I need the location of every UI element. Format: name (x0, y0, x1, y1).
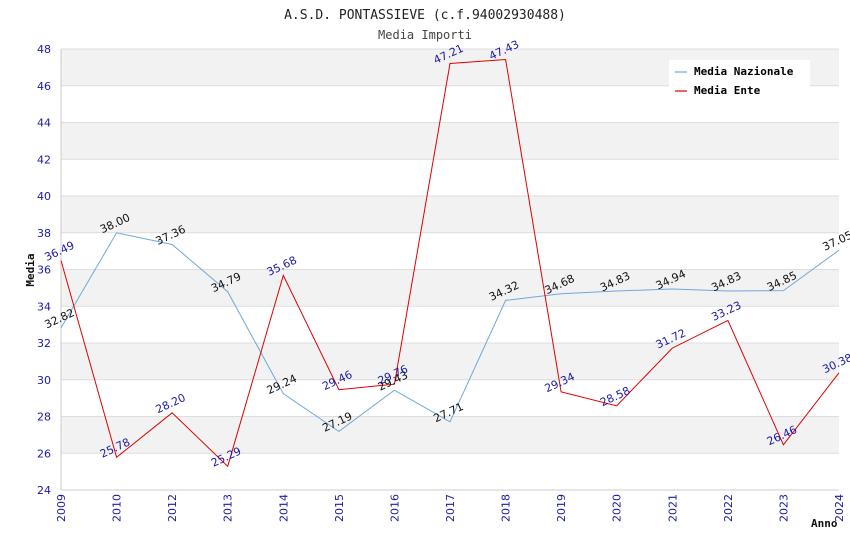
y-tick-label: 36 (37, 264, 51, 277)
series-lines (60, 58, 840, 468)
y-axis-label: Media (24, 253, 37, 286)
y-tick-label: 28 (37, 411, 51, 424)
background-band (61, 232, 839, 270)
background-band (61, 343, 839, 380)
background-band (61, 159, 839, 196)
x-tick-label: 2012 (166, 494, 179, 522)
x-tick-label: 2010 (111, 494, 124, 522)
x-tick-label: 2024 (833, 494, 846, 522)
x-tick-label: 2016 (388, 494, 401, 522)
y-tick-label: 24 (37, 484, 51, 497)
x-tick-label: 2018 (500, 494, 513, 522)
legend-label-media-nazionale: Media Nazionale (694, 65, 794, 78)
x-tick-label: 2013 (222, 494, 235, 522)
x-tick-label: 2021 (666, 494, 679, 522)
series-line-media-nazionale (60, 232, 840, 433)
y-tick-label: 44 (37, 117, 51, 130)
series-line-media-ente (60, 58, 840, 468)
chart-title: A.S.D. PONTASSIEVE (c.f.94002930488) (284, 8, 566, 23)
y-tick-label: 32 (37, 337, 51, 350)
background-bands (61, 49, 839, 490)
chart-subtitle: Media Importi (378, 28, 472, 42)
x-tick-label: 2019 (555, 494, 568, 522)
x-axis-label: Anno (811, 517, 838, 530)
y-tick-label: 48 (37, 43, 51, 56)
background-band (61, 453, 839, 490)
x-tick-label: 2014 (277, 494, 290, 522)
x-tick-label: 2023 (777, 494, 790, 522)
y-tick-label: 46 (37, 80, 51, 93)
x-tick-label: 2015 (333, 494, 346, 522)
background-band (61, 122, 839, 160)
legend-box (669, 60, 810, 106)
legend: Media Nazionale Media Ente (669, 60, 810, 106)
background-band (61, 269, 839, 307)
x-axis-ticks: 2009 2010 2012 2013 2014 2015 2016 2017 2018 2019… (55, 494, 846, 522)
legend-label-media-ente: Media Ente (694, 84, 761, 97)
background-band (61, 196, 839, 233)
background-band (61, 306, 839, 343)
background-band (61, 379, 839, 417)
y-tick-label: 30 (37, 374, 51, 387)
gridlines (60, 48, 839, 491)
background-band (61, 416, 839, 454)
y-tick-label: 34 (37, 300, 51, 313)
y-tick-label: 42 (37, 153, 51, 166)
x-tick-label: 2009 (55, 494, 68, 522)
y-tick-label: 38 (37, 227, 51, 240)
y-tick-label: 26 (37, 447, 51, 460)
x-tick-label: 2017 (444, 494, 457, 522)
x-tick-label: 2022 (722, 494, 735, 522)
y-axis-ticks: 24 26 28 30 32 34 36 38 40 42 44 46 48 (37, 43, 51, 497)
y-tick-label: 40 (37, 190, 51, 203)
x-tick-label: 2020 (611, 494, 624, 522)
